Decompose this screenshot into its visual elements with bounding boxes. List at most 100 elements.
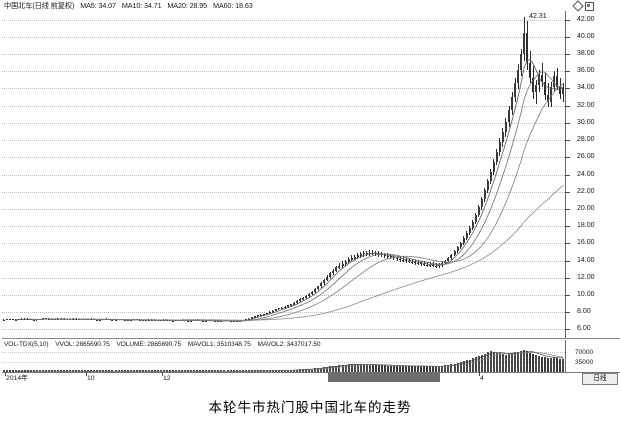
candle-body	[284, 307, 286, 309]
volume-bar	[523, 350, 526, 372]
candle-body	[190, 320, 193, 322]
volume-bar	[402, 365, 405, 372]
volume-bar	[520, 350, 523, 372]
candle-body	[265, 313, 268, 315]
diamond-icon[interactable]	[572, 0, 584, 12]
price-axis-label: 12.00	[577, 273, 595, 281]
candlestick	[453, 11, 456, 338]
candle-body	[311, 291, 314, 295]
candle-body	[399, 258, 402, 260]
volume-bar	[550, 357, 553, 372]
candlestick	[317, 11, 320, 338]
candle-body	[259, 314, 262, 316]
candle-body	[429, 264, 432, 266]
volume-bar	[396, 365, 398, 372]
price-panel: 42.31 42.00 40.00 38.00 36.00 34.00 32.00 30.0…	[0, 11, 620, 338]
candle-body	[520, 54, 523, 70]
price-axis-tick	[565, 191, 570, 193]
price-axis: 42.00 40.00 38.00 36.00 34.00 32.00 30.00 28.00…	[565, 11, 620, 338]
candlestick	[287, 11, 290, 338]
candlestick	[338, 11, 341, 338]
candle-body	[389, 256, 392, 258]
price-axis-label: 28.00	[577, 136, 595, 144]
volume-bar	[465, 360, 468, 372]
candlestick	[417, 11, 420, 338]
candle-body	[402, 259, 405, 261]
candle-body	[447, 258, 450, 261]
price-gridline	[2, 260, 565, 262]
date-axis-line	[2, 372, 620, 373]
volume-bar	[392, 365, 395, 372]
peak-price-annotation: 42.31	[529, 12, 547, 20]
candlestick	[335, 11, 338, 338]
candlestick	[368, 11, 371, 338]
candlestick	[144, 11, 147, 338]
volume-bar	[11, 370, 14, 372]
volume-bar	[420, 366, 423, 372]
volume-bar	[389, 365, 392, 372]
ma10-readout: MA10: 34.71	[121, 1, 162, 10]
volume-axis-line	[565, 340, 566, 372]
price-axis-label: 26.00	[577, 153, 595, 161]
candlestick	[268, 11, 271, 338]
candle-body	[202, 320, 205, 322]
candle-body	[368, 252, 371, 254]
candlestick	[159, 11, 162, 338]
candlestick	[350, 11, 353, 338]
candle-body	[296, 300, 299, 303]
volume-bar	[408, 365, 411, 372]
volume-panel: VOL-TDX(5,10) VVOL: 2865690.75 VOLUME: 2…	[0, 340, 620, 372]
candlestick	[205, 11, 208, 338]
volume-bar	[508, 353, 510, 372]
candle-body	[523, 33, 526, 54]
period-selector[interactable]: 日线	[582, 373, 618, 385]
candle-wick	[423, 261, 425, 267]
candle-body	[362, 253, 365, 255]
candle-body	[66, 319, 69, 321]
candlestick	[492, 11, 495, 338]
candlestick	[35, 11, 38, 338]
candle-body	[302, 297, 305, 300]
candlestick	[477, 11, 480, 338]
price-axis-label: 32.00	[577, 101, 595, 109]
candle-body	[314, 289, 317, 292]
candlestick	[486, 11, 489, 338]
price-axis-tick	[565, 208, 570, 210]
price-gridline	[2, 191, 565, 193]
volume-bar	[371, 364, 374, 372]
candlestick	[526, 11, 529, 338]
volume-bar	[474, 357, 477, 372]
candle-body	[320, 283, 323, 287]
date-axis-tick	[5, 372, 6, 376]
candlestick	[84, 11, 87, 338]
price-axis-tick	[565, 157, 570, 159]
volume-bar	[459, 362, 462, 372]
price-axis-tick	[565, 260, 570, 262]
candle-body	[14, 319, 17, 321]
volume-bar	[417, 366, 420, 372]
volume-axis: 70000 35000	[565, 340, 620, 372]
candlestick	[2, 11, 5, 338]
price-axis-tick	[565, 140, 570, 142]
price-gridline	[2, 312, 565, 314]
candle-body	[293, 302, 296, 305]
candlestick	[383, 11, 386, 338]
window-icon[interactable]	[585, 1, 594, 11]
price-plot-area[interactable]: 42.31	[2, 11, 565, 338]
candlestick	[386, 11, 389, 338]
candlestick	[175, 11, 178, 338]
candle-body	[456, 247, 459, 252]
volume-bar	[468, 359, 471, 372]
date-range-highlight[interactable]	[328, 372, 440, 382]
volume-plot-area[interactable]	[2, 349, 565, 372]
candlestick	[520, 11, 523, 338]
candlestick	[511, 11, 514, 338]
volume-bar	[483, 353, 486, 372]
candlestick	[329, 11, 332, 338]
price-axis-label: 16.00	[577, 239, 595, 247]
date-axis-tick	[479, 372, 480, 376]
candle-body	[396, 257, 398, 259]
candle-body	[220, 320, 223, 322]
price-gridline	[2, 122, 565, 124]
price-axis-label: 10.00	[577, 290, 595, 298]
